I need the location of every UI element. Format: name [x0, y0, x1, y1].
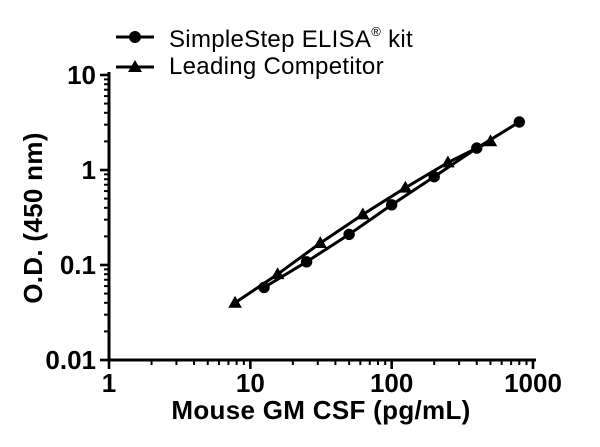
y-tick-label: 1	[82, 155, 96, 185]
x-axis-title: Mouse GM CSF (pg/mL)	[171, 395, 471, 425]
registered-trademark-symbol: ®	[371, 24, 382, 39]
legend: SimpleStep ELISA® kit Leading Competitor	[115, 22, 413, 82]
circle-series-marker-icon	[116, 31, 154, 43]
data-point-triangle	[441, 155, 455, 168]
data-point-triangle	[398, 180, 413, 193]
x-tick-label: 100	[370, 368, 413, 398]
legend-label-simplestep: SimpleStep ELISA® kit	[169, 19, 413, 55]
data-point-circle	[385, 199, 398, 211]
data-point-circle	[300, 256, 313, 268]
y-tick-label: 10	[67, 60, 96, 90]
x-tick-label: 10	[236, 368, 265, 398]
x-tick-label: 1000	[504, 368, 562, 398]
data-point-triangle	[228, 295, 242, 308]
legend-label-competitor: Leading Competitor	[169, 52, 384, 82]
data-point-circle	[343, 228, 355, 241]
legend-label-simplestep-main: SimpleStep ELISA	[169, 26, 372, 53]
triangle-series-marker-icon	[116, 60, 154, 72]
legend-item-competitor: Leading Competitor	[115, 52, 413, 82]
data-point-triangle	[483, 134, 498, 147]
x-tick-label: 1	[102, 368, 116, 398]
legend-item-simplestep: SimpleStep ELISA® kit	[115, 19, 413, 55]
data-point-triangle	[270, 267, 285, 280]
data-point-circle	[513, 116, 526, 128]
legend-label-simplestep-end: kit	[381, 26, 414, 53]
y-tick-label: 0.1	[60, 250, 96, 280]
data-point-triangle	[313, 236, 328, 249]
y-tick-label: 0.01	[45, 345, 96, 375]
y-axis-title: O.D. (450 nm)	[18, 132, 48, 304]
legend-label-competitor-main: Leading Competitor	[169, 53, 384, 80]
data-point-triangle	[356, 207, 370, 220]
